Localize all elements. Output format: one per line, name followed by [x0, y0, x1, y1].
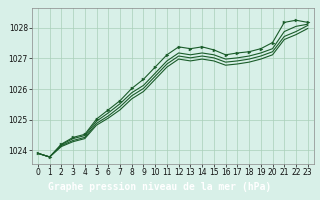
- Text: Graphe pression niveau de la mer (hPa): Graphe pression niveau de la mer (hPa): [48, 182, 272, 192]
